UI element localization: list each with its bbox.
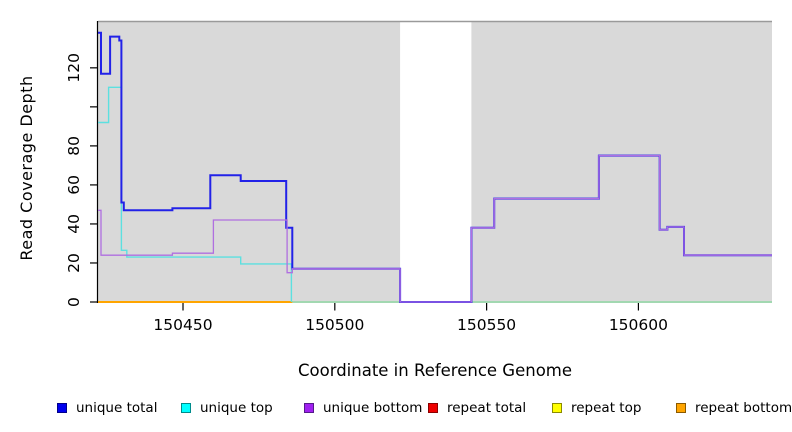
series-unique-bottom	[98, 154, 772, 303]
legend-item-repeat-top: repeat top	[552, 399, 641, 417]
legend-item-repeat-total: repeat total	[428, 399, 526, 417]
y-tick-label: 60	[65, 175, 83, 195]
x-tick-label: 150600	[609, 316, 668, 334]
legend-label: unique total	[76, 400, 158, 416]
legend-item-unique-total: unique total	[57, 399, 157, 417]
legend-item-unique-bottom: unique bottom	[304, 399, 422, 417]
legend-label: repeat top	[571, 400, 642, 416]
x-axis-title: Coordinate in Reference Genome	[297, 361, 573, 380]
legend-swatch-icon	[57, 403, 67, 413]
x-tick-label: 150500	[305, 316, 364, 334]
legend-item-unique-top: unique top	[181, 399, 273, 417]
legend-label: unique bottom	[323, 400, 423, 416]
y-tick-label: 0	[65, 297, 83, 307]
legend-swatch-icon	[181, 403, 191, 413]
no-data-gap-band	[400, 22, 472, 303]
series-unique-top	[98, 86, 293, 302]
legend-swatch-icon	[676, 403, 686, 413]
legend-swatch-icon	[552, 403, 562, 413]
y-axis-title: Read Coverage Depth	[17, 75, 36, 261]
x-tick-label: 150450	[153, 316, 212, 334]
y-tick-label: 80	[65, 136, 83, 156]
legend-label: unique top	[200, 400, 273, 416]
y-tick-label: 40	[65, 214, 83, 234]
legend-label: repeat total	[447, 400, 527, 416]
legend-item-repeat-bottom: repeat bottom	[676, 399, 792, 417]
coverage-chart: 0 20 40 60 80 120 150450 150500 150550 150600	[65, 20, 772, 334]
legend-label: repeat bottom	[695, 400, 792, 416]
legend-swatch-icon	[428, 403, 438, 413]
y-tick-label: 120	[65, 53, 83, 83]
y-tick-label: 20	[65, 253, 83, 273]
legend-swatch-icon	[304, 403, 314, 413]
x-tick-label: 150550	[457, 316, 516, 334]
legend: unique total unique top unique bottom repea…	[0, 399, 792, 423]
